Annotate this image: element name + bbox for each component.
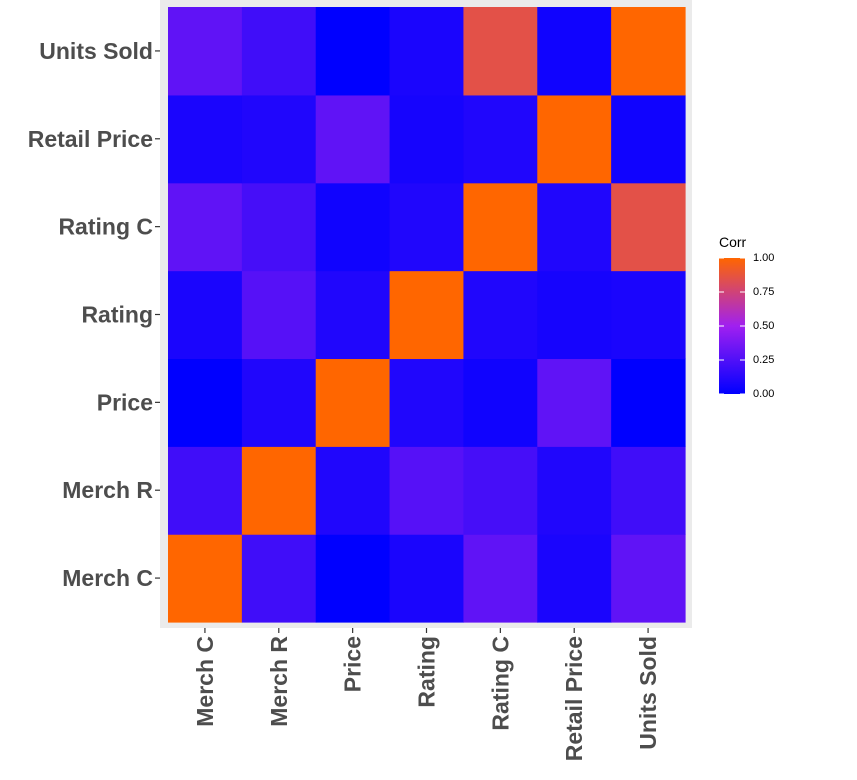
heatmap-cell: [463, 446, 538, 535]
y-tick-label: Retail Price: [28, 126, 153, 152]
heatmap-cell: [537, 358, 612, 447]
heatmap-cell: [389, 182, 465, 272]
heatmap-cell: [315, 534, 391, 623]
x-tick-label: Merch R: [266, 636, 292, 727]
heatmap-cells: [168, 7, 686, 623]
heatmap-cell: [315, 7, 391, 96]
legend: Corr 1.00 0.75 0.50 0.25 0.00: [719, 234, 774, 400]
heatmap-cell: [463, 94, 538, 184]
heatmap-cell: [168, 358, 243, 447]
heatmap-cell: [611, 358, 686, 447]
heatmap-cell: [537, 94, 612, 184]
x-tick-label: Rating: [414, 636, 440, 708]
heatmap-cell: [315, 446, 391, 535]
heatmap-cell: [389, 534, 465, 623]
heatmap-cell: [241, 446, 317, 535]
heatmap-cell: [241, 94, 317, 184]
heatmap-cell: [241, 534, 317, 623]
heatmap-cell: [537, 534, 612, 623]
heatmap-cell: [537, 270, 612, 360]
heatmap-cell: [168, 182, 243, 272]
x-tick-label: Merch C: [192, 636, 218, 727]
heatmap-cell: [611, 182, 686, 272]
legend-tick-label: 0.00: [753, 388, 774, 400]
heatmap-cell: [315, 270, 391, 360]
heatmap-cell: [389, 270, 465, 360]
legend-tick-label: 0.75: [753, 286, 774, 298]
legend-tick-label: 0.25: [753, 354, 774, 366]
legend-title: Corr: [719, 234, 747, 250]
heatmap-cell: [389, 94, 465, 184]
y-tick-label: Merch C: [62, 565, 153, 591]
heatmap-cell: [611, 534, 686, 623]
heatmap-cell: [168, 94, 243, 184]
x-tick-label: Units Sold: [635, 636, 661, 750]
y-tick-label: Merch R: [62, 477, 153, 503]
heatmap-cell: [463, 270, 538, 360]
heatmap-cell: [241, 182, 317, 272]
x-tick-label: Retail Price: [561, 636, 587, 761]
heatmap-cell: [537, 446, 612, 535]
y-tick-label: Rating C: [58, 214, 153, 240]
heatmap-cell: [537, 182, 612, 272]
heatmap-cell: [611, 270, 686, 360]
heatmap-cell: [315, 358, 391, 447]
heatmap-cell: [611, 446, 686, 535]
heatmap-cell: [241, 358, 317, 447]
y-tick-label: Price: [97, 389, 153, 415]
heatmap-cell: [315, 182, 391, 272]
heatmap-cell: [611, 7, 686, 96]
heatmap-cell: [241, 7, 317, 96]
heatmap-cell: [463, 182, 538, 272]
x-tick-label: Price: [340, 636, 366, 692]
heatmap-cell: [389, 446, 465, 535]
heatmap-cell: [611, 94, 686, 184]
heatmap-cell: [168, 534, 243, 623]
y-tick-label: Units Sold: [39, 38, 153, 64]
heatmap-cell: [168, 7, 243, 96]
y-tick-label: Rating: [81, 301, 153, 327]
x-axis: Merch C Merch R Price Rating Rating C Retail …: [192, 628, 661, 761]
y-axis: Merch C Merch R Price Rating Rating C Retail …: [28, 38, 160, 591]
legend-ticks: 1.00 0.75 0.50 0.25 0.00: [719, 252, 774, 400]
heatmap-cell: [463, 7, 538, 96]
heatmap-cell: [389, 7, 465, 96]
heatmap-cell: [463, 358, 538, 447]
heatmap-cell: [389, 358, 465, 447]
heatmap-cell: [315, 94, 391, 184]
heatmap-cell: [241, 270, 317, 360]
legend-tick-label: 1.00: [753, 252, 774, 264]
legend-tick-label: 0.50: [753, 320, 774, 332]
heatmap-cell: [168, 446, 243, 535]
heatmap-cell: [168, 270, 243, 360]
heatmap-cell: [537, 7, 612, 96]
x-tick-label: Rating C: [487, 636, 513, 731]
heatmap-cell: [463, 534, 538, 623]
